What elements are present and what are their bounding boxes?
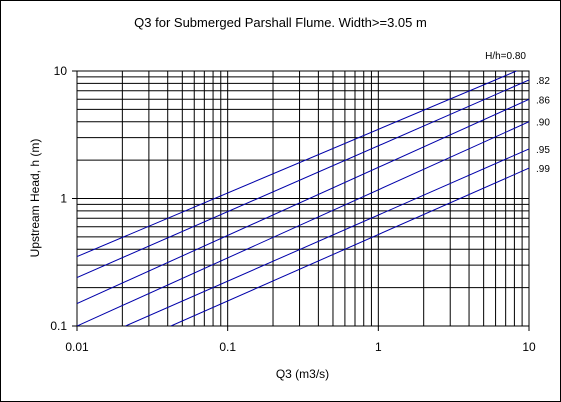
y-tick-label: 10: [54, 64, 68, 78]
series-line: [170, 167, 529, 326]
series-group: [77, 71, 529, 326]
series-line: [77, 98, 529, 304]
series-label: H/h=0.80: [485, 51, 526, 62]
series-label: .95: [536, 145, 550, 156]
series-label: .90: [536, 118, 550, 129]
x-axis-label: Q3 (m3/s): [275, 367, 330, 381]
x-tick-label: 0.01: [65, 340, 89, 354]
series-line: [77, 71, 518, 258]
series-line: [125, 148, 529, 326]
chart-title: Q3 for Submerged Parshall Flume. Width>=…: [134, 15, 427, 30]
series-label: .82: [536, 76, 550, 87]
series-line: [77, 121, 529, 326]
x-tick-label: 1: [375, 340, 382, 354]
series-label: .99: [536, 164, 550, 175]
y-tick-label: 0.1: [50, 319, 67, 333]
series-line: [77, 79, 529, 278]
x-tick-label: 0.1: [219, 340, 236, 354]
series-label: .86: [536, 95, 550, 106]
y-tick-label: 1: [60, 192, 67, 206]
x-tick-label: 10: [522, 340, 536, 354]
